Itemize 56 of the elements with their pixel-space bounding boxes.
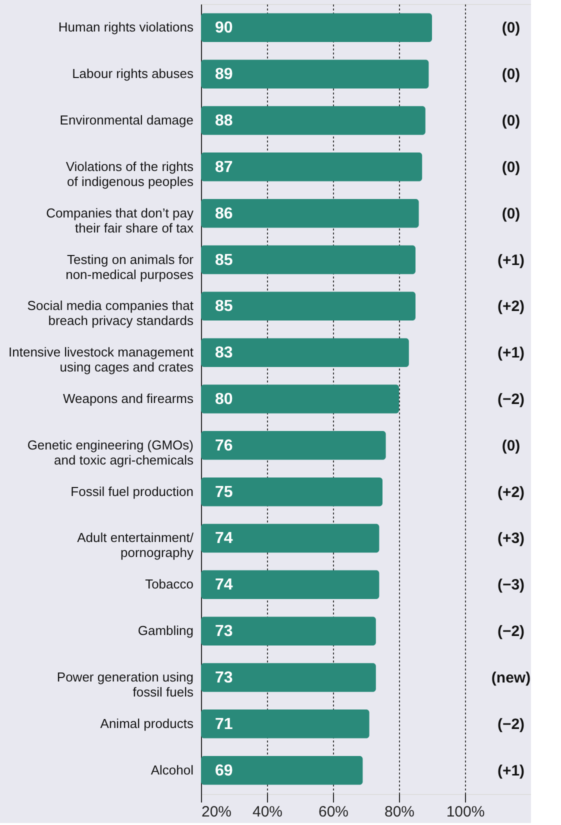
annotation: (0) [502, 20, 520, 37]
annotation: (0) [502, 66, 520, 84]
data-label: 75 [215, 484, 233, 501]
y-tick-label: Animal products [100, 716, 194, 731]
data-label: 73 [215, 669, 233, 686]
annotation: (0) [502, 112, 520, 130]
y-tick-label: Human rights violations [58, 20, 194, 35]
annotation: (+2) [497, 484, 525, 501]
annotation: (−3) [497, 576, 525, 594]
annotation: (0) [502, 205, 520, 222]
annotation: (−2) [497, 391, 525, 408]
annotation: (new) [491, 669, 531, 686]
data-label: 71 [215, 716, 233, 733]
x-tick-label: 100% [446, 804, 485, 820]
x-tick-label: 60% [318, 804, 349, 820]
y-tick-label: Adult entertainment/ pornography [77, 530, 194, 560]
y-tick-label: Intensive livestock management using cages and crates [8, 344, 194, 375]
annotation: (+1) [497, 344, 525, 362]
data-label: 69 [215, 762, 233, 780]
annotation: (0) [502, 158, 520, 176]
data-label: 83 [215, 344, 233, 362]
annotation: (+1) [497, 762, 525, 780]
data-label: 76 [215, 437, 233, 454]
annotation: (+2) [497, 298, 525, 316]
data-label: 85 [215, 252, 233, 269]
y-tick-label: Alcohol [150, 762, 194, 778]
data-label: 74 [215, 530, 233, 548]
data-label: 90 [215, 20, 233, 37]
annotation: (+3) [497, 530, 525, 548]
y-tick-label: Environmental damage [60, 112, 194, 128]
y-tick-label: Fossil fuel production [70, 484, 194, 499]
annotation: (+1) [497, 252, 525, 269]
y-tick-label: Testing on animals for non-medical purposes [66, 252, 194, 282]
y-tick-label: Tobacco [145, 576, 194, 592]
y-tick-label: Companies that don’t pay their fair share of tax [46, 205, 194, 236]
data-label: 85 [215, 298, 233, 316]
x-tick-label: 80% [384, 804, 415, 820]
y-tick-label: Weapons and firearms [62, 391, 194, 406]
y-tick-label: Gambling [138, 623, 194, 638]
y-tick-label: Violations of the rights of indigenous peoples [66, 158, 194, 189]
data-label: 80 [215, 391, 233, 408]
x-tick-label: 20% [202, 804, 232, 820]
data-label: 87 [215, 158, 233, 176]
y-tick-label: Power generation using fossil fuels [56, 669, 194, 700]
y-tick-label: Labour rights abuses [72, 66, 194, 82]
data-label: 74 [215, 576, 233, 594]
x-tick-label: 40% [252, 804, 283, 820]
data-label: 89 [215, 66, 233, 84]
data-label: 88 [215, 112, 233, 130]
y-tick-label: Social media companies that breach privacy standards [27, 298, 194, 328]
data-label: 73 [215, 623, 233, 640]
annotation: (0) [502, 437, 520, 454]
annotation: (−2) [497, 623, 525, 640]
annotation: (−2) [497, 716, 525, 733]
data-label: 86 [215, 205, 233, 222]
y-tick-label: Genetic engineering (GMOs) and toxic agri-chemicals [27, 437, 194, 468]
